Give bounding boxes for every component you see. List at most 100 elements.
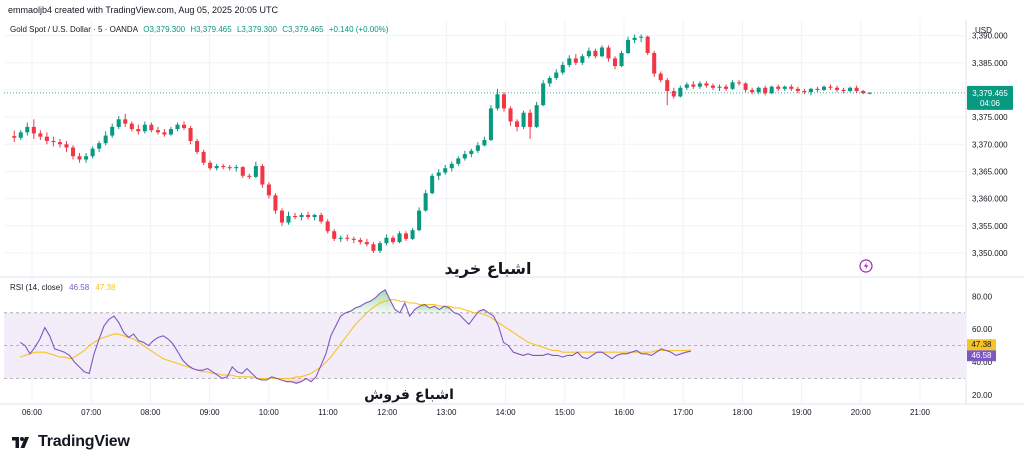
alert-icon[interactable] (859, 259, 873, 273)
candle-body (175, 124, 180, 130)
candle-body (430, 175, 435, 194)
price-tick-label: 3,370.000 (972, 140, 1008, 149)
candle-body (31, 126, 36, 134)
candle-body (848, 87, 853, 92)
candle-body (802, 91, 807, 93)
candle-body (541, 83, 546, 106)
candle-body (828, 86, 833, 88)
candle-body (240, 167, 245, 176)
symbol-legend[interactable]: Gold Spot / U.S. Dollar · 5 · OANDA O3,3… (10, 25, 391, 34)
candle-body (142, 124, 147, 132)
candle-body (769, 86, 774, 94)
candle-body (456, 158, 461, 164)
candle-body (658, 73, 663, 81)
candle-body (835, 87, 840, 90)
candle-body (723, 86, 729, 89)
candle-body (116, 119, 121, 127)
candle-body (560, 64, 565, 73)
chart-credit: emmaoljb4 created with TradingView.com, … (8, 5, 278, 15)
candle-body (443, 168, 448, 173)
candle-body (103, 135, 108, 144)
rsi-ma-value-tag[interactable]: 47.38 (967, 339, 996, 351)
rsi-value-tag[interactable]: 46.58 (967, 350, 996, 362)
price-tick-label: 3,365.000 (972, 167, 1008, 176)
candle-body (449, 163, 454, 169)
rsi-tag-bg (967, 350, 996, 362)
rsi-title[interactable]: RSI (14, close) (10, 283, 63, 292)
candle-body (38, 133, 43, 137)
candle-body (364, 242, 369, 245)
rsi-ma-line (20, 299, 691, 379)
candle-body (815, 88, 820, 90)
rsi-overbought-fill (478, 309, 489, 313)
candle-body (397, 233, 402, 243)
candle-body (808, 88, 813, 93)
ohlc-change: +0.140 (+0.00%) (328, 25, 389, 34)
candle-body (84, 156, 89, 160)
price-axis[interactable]: 3,350.000 3,355.000 3,360.000 3,365.000 3,37… (967, 32, 1013, 258)
candle-body (573, 58, 578, 63)
candle-body (750, 89, 755, 93)
candle-body (201, 151, 206, 163)
candle-body (155, 130, 160, 133)
candle-body (789, 86, 794, 89)
rsi-axis[interactable]: 20.00 40.00 60.00 80.00 46.58 47.38 (967, 292, 996, 400)
candle-body (371, 244, 376, 251)
candlestick-series (4, 34, 965, 253)
candle-body (136, 129, 141, 132)
price-tick-label: 3,350.000 (972, 249, 1008, 258)
candle-body (665, 80, 670, 92)
time-tick-label: 15:00 (555, 408, 576, 417)
alert-circle-icon (859, 259, 873, 273)
candle-body (515, 121, 520, 127)
candle-body (423, 193, 428, 211)
symbol-name[interactable]: Gold Spot / U.S. Dollar · 5 · OANDA (10, 25, 139, 34)
rsi-band (4, 312, 965, 379)
price-tick-label: 3,375.000 (972, 113, 1008, 122)
candle-body (123, 119, 128, 124)
candle-body (266, 184, 271, 196)
price-tick-label: 3,360.000 (972, 195, 1008, 204)
candle-body (18, 132, 23, 138)
time-tick-label: 14:00 (496, 408, 517, 417)
candle-body (737, 82, 742, 84)
rsi-tag-value: 46.58 (971, 351, 992, 360)
brand-name: TradingView (38, 433, 130, 450)
candle-body (867, 92, 872, 94)
candle-body (247, 175, 252, 177)
rsi-legend[interactable]: RSI (14, close) 46.58 47.38 (10, 283, 115, 292)
time-tick-label: 06:00 (22, 408, 43, 417)
tradingview-brand[interactable]: TradingView (10, 433, 130, 451)
candle-body (319, 214, 324, 222)
candle-body (475, 145, 480, 151)
last-price-tag-bg (967, 85, 1013, 110)
price-tick-label: 3,390.000 (972, 32, 1008, 41)
currency-label[interactable]: USD (975, 26, 992, 35)
candle-body (208, 162, 213, 169)
time-axis[interactable]: 06:00 07:00 08:00 09:00 10:00 11:00 12:00 13:00… (22, 408, 931, 417)
bar-countdown: 04:06 (980, 99, 1001, 108)
time-tick-label: 09:00 (200, 408, 221, 417)
candle-body (195, 141, 200, 152)
price-tick-label: 3,355.000 (972, 222, 1008, 231)
candle-body (279, 210, 284, 223)
time-tick-label: 19:00 (792, 408, 813, 417)
candle-body (293, 216, 298, 218)
annotation-oversold: اشباع فروش (364, 387, 454, 403)
candle-body (90, 148, 95, 157)
chart-overlay: اشباع خرید اشباع فروش (364, 259, 873, 403)
time-tick-label: 21:00 (910, 408, 931, 417)
candle-body (306, 214, 311, 218)
candle-body (580, 56, 585, 63)
candle-body (214, 166, 219, 169)
candle-body (97, 143, 102, 149)
candle-body (599, 47, 604, 57)
candle-body (717, 86, 722, 88)
candle-body (253, 166, 258, 177)
time-tick-label: 11:00 (318, 408, 338, 417)
candle-body (404, 233, 409, 239)
candle-body (495, 94, 500, 109)
candle-body (462, 154, 467, 159)
